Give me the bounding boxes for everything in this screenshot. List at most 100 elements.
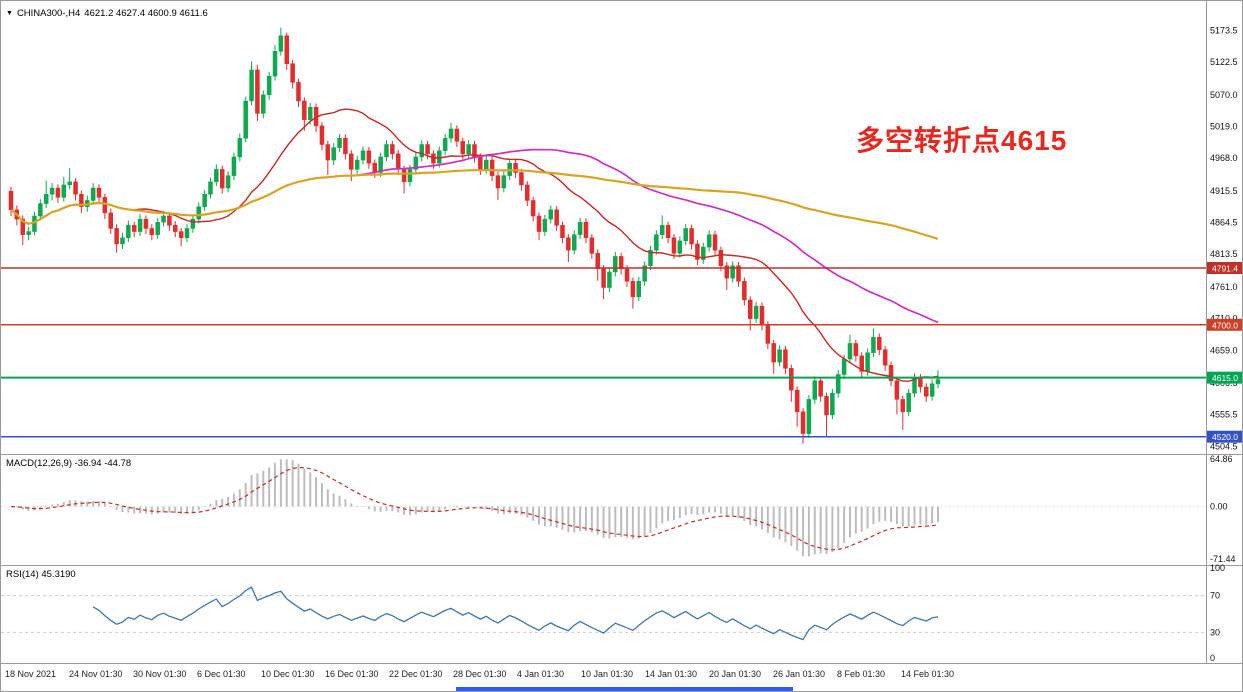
candle-body bbox=[483, 159, 489, 170]
candle-body bbox=[789, 368, 794, 391]
candle-body bbox=[589, 237, 595, 254]
x-axis-label: 22 Dec 01:30 bbox=[389, 669, 443, 679]
candle-body bbox=[20, 218, 25, 235]
candle-body bbox=[560, 225, 565, 239]
x-axis-label: 16 Dec 01:30 bbox=[325, 669, 379, 679]
candle-body bbox=[478, 156, 483, 170]
chart-text-annotation: 多空转折点4615 bbox=[856, 125, 1068, 156]
candle-body bbox=[55, 187, 61, 198]
candle-body bbox=[167, 215, 172, 226]
x-axis-label: 4 Jan 01:30 bbox=[517, 669, 564, 679]
candle-body bbox=[806, 399, 812, 434]
candle-body bbox=[401, 169, 407, 183]
candle-body bbox=[607, 271, 612, 288]
candle-body bbox=[747, 299, 753, 319]
candle-body bbox=[677, 240, 683, 254]
candle-body bbox=[219, 169, 225, 189]
candle-body bbox=[624, 268, 630, 282]
price-level-badge bbox=[1207, 261, 1242, 274]
candle-body bbox=[695, 243, 700, 260]
candle-body bbox=[706, 234, 712, 248]
candle-body bbox=[190, 218, 196, 229]
candle-body bbox=[202, 194, 207, 207]
candle-body bbox=[442, 138, 448, 151]
candle-body bbox=[935, 379, 941, 385]
candle-body bbox=[32, 215, 37, 232]
candle-body bbox=[648, 249, 653, 266]
candle-body bbox=[114, 228, 119, 245]
chart-menu-icon[interactable]: ▼ bbox=[6, 10, 13, 17]
x-axis-label: 26 Jan 01:30 bbox=[773, 669, 825, 679]
candle-body bbox=[759, 305, 765, 326]
symbol-header: ▼ CHINA300-,H4 4621.2 4627.4 4600.9 4611… bbox=[6, 8, 208, 19]
candle-body bbox=[859, 355, 864, 372]
y-axis-label: 4813.5 bbox=[1210, 249, 1238, 259]
candle-body bbox=[501, 175, 507, 189]
candle-body bbox=[225, 175, 231, 189]
macd-label: MACD(12,26,9) -36.94 -44.78 bbox=[6, 458, 132, 469]
candle-body bbox=[184, 228, 190, 239]
candle-body bbox=[102, 197, 108, 214]
macd-signal-line bbox=[10, 466, 939, 551]
candle-body bbox=[61, 184, 67, 198]
candle-body bbox=[882, 349, 888, 366]
candle-body bbox=[448, 128, 454, 139]
candle-body bbox=[255, 69, 260, 114]
candle-body bbox=[513, 162, 518, 173]
candle-body bbox=[835, 374, 841, 394]
candle-body bbox=[671, 237, 677, 254]
candle-body bbox=[214, 169, 219, 183]
candle-body bbox=[571, 234, 577, 251]
candle-body bbox=[366, 150, 372, 164]
candle-body bbox=[777, 349, 782, 363]
symbol-ohlc-values: 4621.2 4627.4 4600.9 4611.6 bbox=[84, 8, 208, 19]
candle-body bbox=[349, 153, 354, 170]
y-axis-label: 4659.0 bbox=[1210, 345, 1238, 355]
ma-mid-line bbox=[10, 148, 939, 324]
candle-body bbox=[466, 144, 471, 155]
candle-body bbox=[736, 265, 741, 282]
x-axis-label: 8 Feb 01:30 bbox=[837, 669, 885, 679]
candle-body bbox=[208, 181, 213, 195]
candle-body bbox=[847, 343, 853, 360]
candle-body bbox=[237, 138, 243, 158]
y-axis-label: 4864.5 bbox=[1210, 218, 1238, 228]
candle-body bbox=[26, 231, 31, 235]
y-axis-label: 5070.0 bbox=[1210, 90, 1238, 100]
candle-body bbox=[519, 172, 524, 186]
candle-body bbox=[712, 234, 718, 251]
candle-body bbox=[331, 147, 336, 161]
candle-body bbox=[284, 35, 289, 64]
candle-body bbox=[126, 225, 131, 239]
candle-body bbox=[765, 324, 771, 344]
candle-body bbox=[595, 253, 600, 270]
price-level-badge-text: 4520.0 bbox=[1212, 432, 1238, 442]
candle-body bbox=[577, 221, 583, 235]
candle-body bbox=[853, 343, 859, 357]
candle-body bbox=[830, 392, 835, 416]
candle-body bbox=[618, 256, 624, 270]
candle-body bbox=[395, 153, 401, 170]
price-level-badge bbox=[1207, 430, 1242, 443]
candle-body bbox=[701, 246, 706, 260]
y-axis-label: 5019.0 bbox=[1210, 121, 1238, 131]
candle-body bbox=[413, 156, 419, 170]
horizontal-scrollbar-thumb[interactable] bbox=[456, 687, 793, 691]
candle-body bbox=[454, 128, 460, 142]
price-level-badge bbox=[1207, 371, 1242, 384]
x-axis-label: 14 Jan 01:30 bbox=[645, 669, 697, 679]
macd-axis-label: -71.44 bbox=[1210, 554, 1236, 564]
symbol-name: CHINA300-,H4 bbox=[16, 8, 81, 19]
candle-body bbox=[290, 63, 295, 83]
macd-axis-label: 64.86 bbox=[1210, 454, 1233, 464]
y-axis-label: 4504.5 bbox=[1210, 441, 1238, 451]
candle-body bbox=[812, 380, 818, 400]
candle-body bbox=[266, 75, 272, 96]
candle-body bbox=[278, 35, 284, 52]
x-axis-label: 10 Jan 01:30 bbox=[581, 669, 633, 679]
x-axis-label: 28 Dec 01:30 bbox=[453, 669, 507, 679]
x-axis-label: 6 Dec 01:30 bbox=[197, 669, 246, 679]
rsi-line bbox=[92, 586, 939, 641]
